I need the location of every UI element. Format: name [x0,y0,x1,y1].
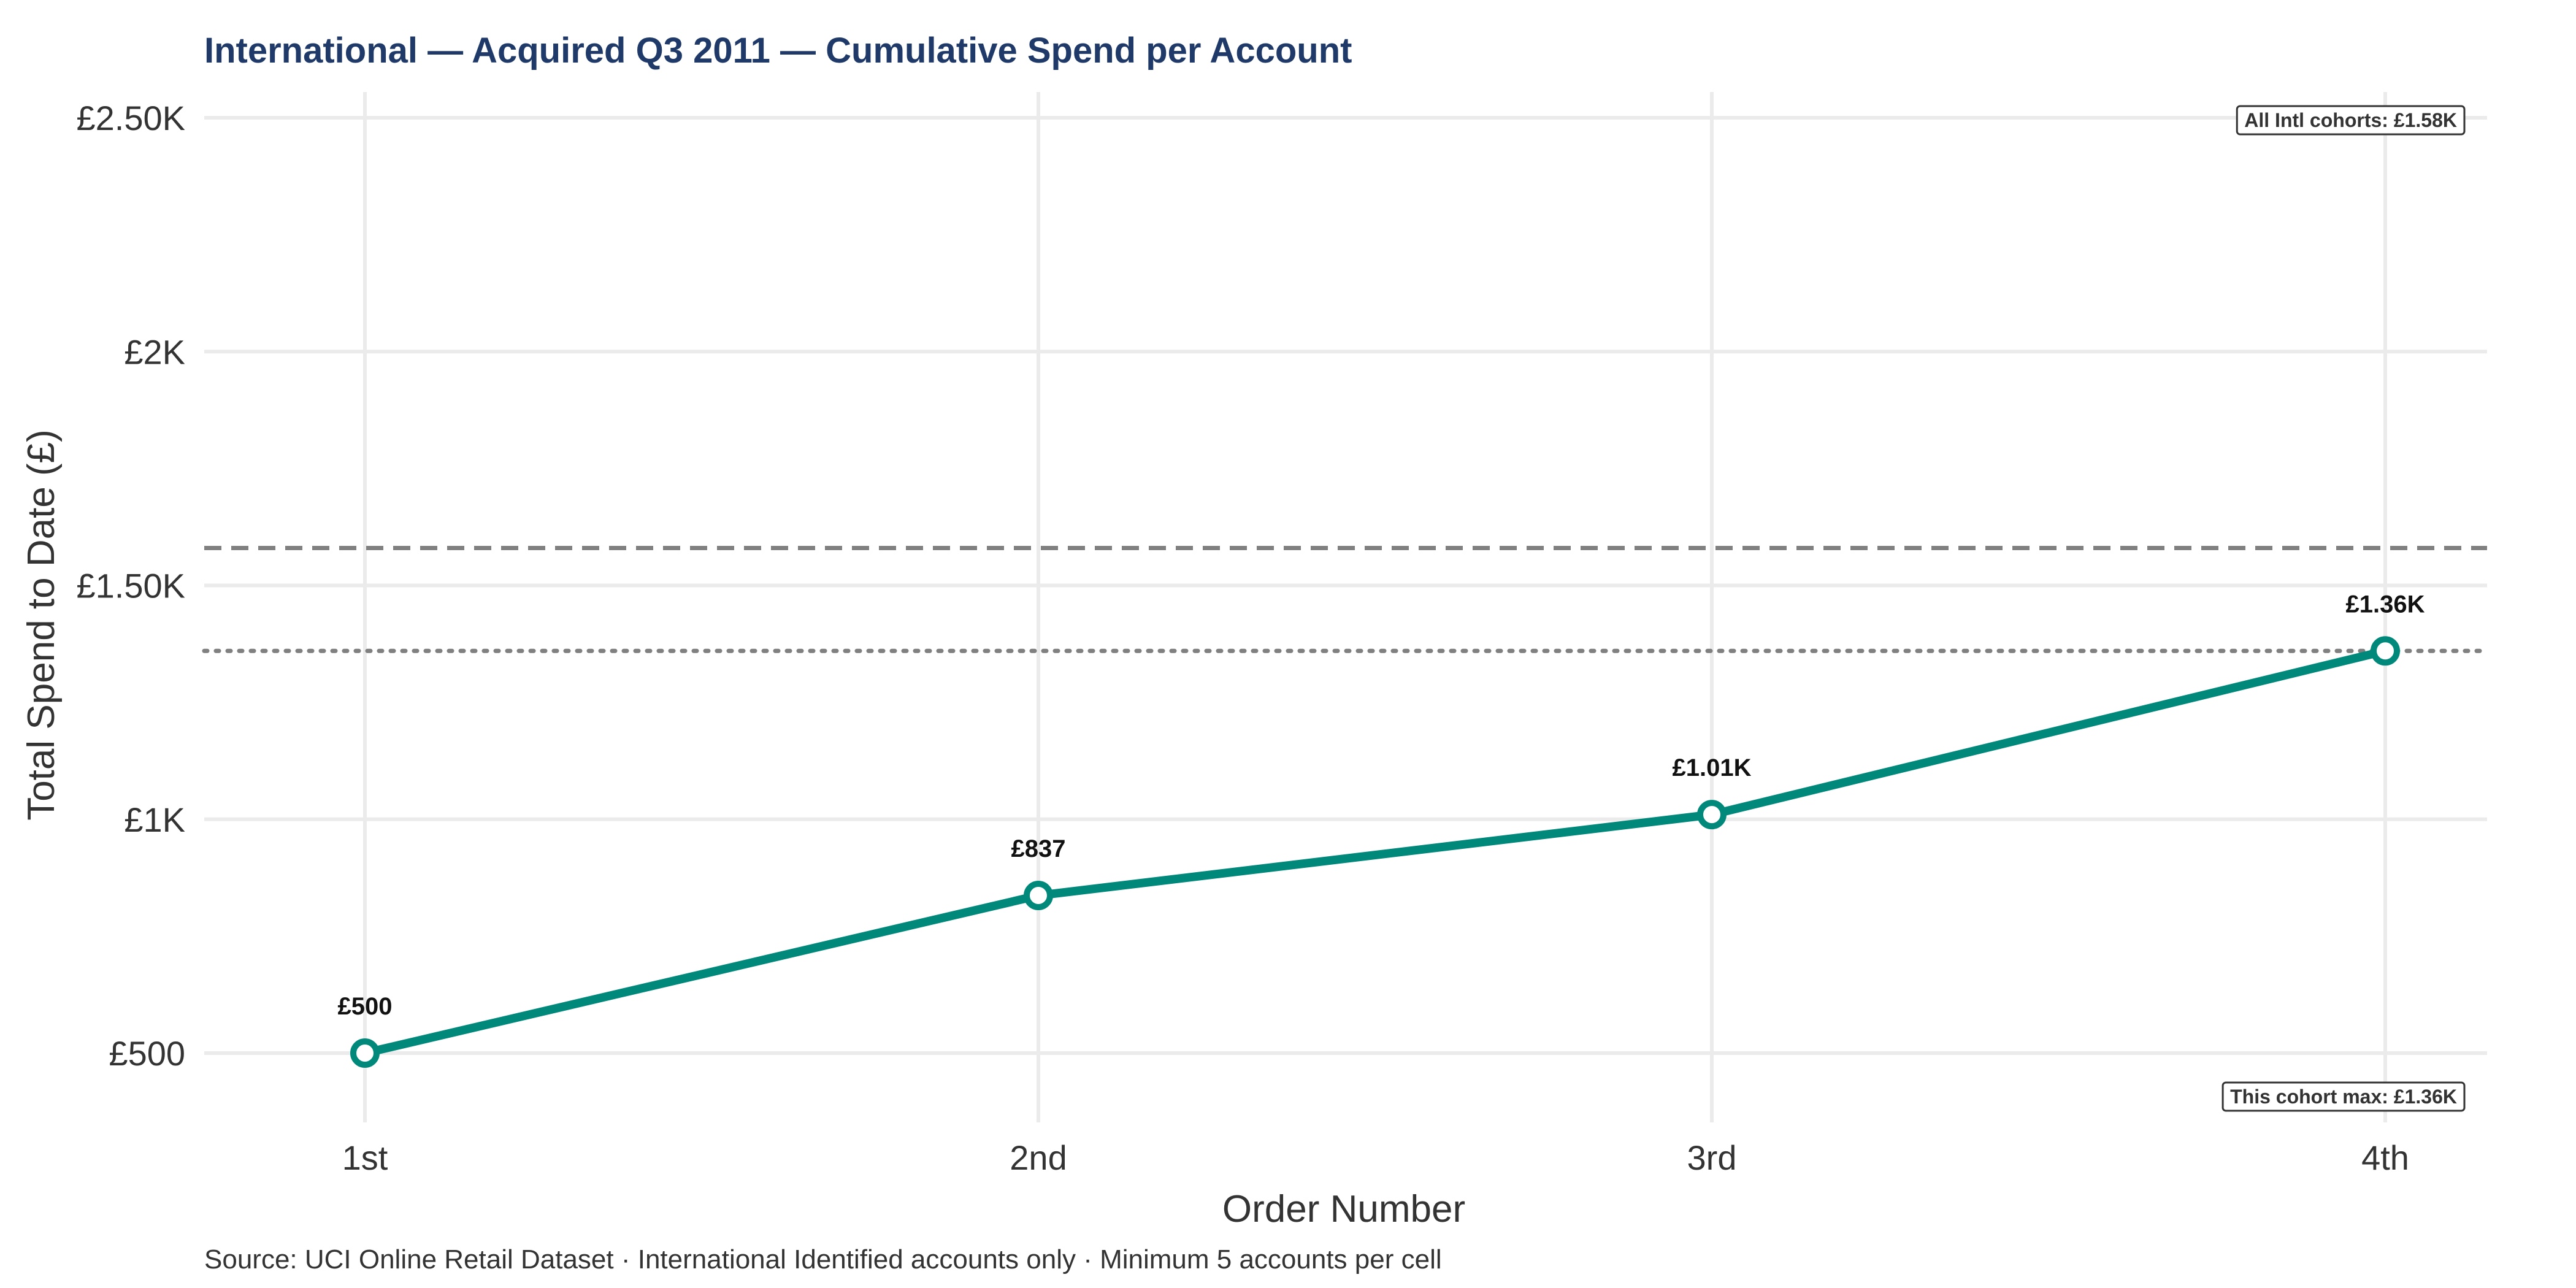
data-label: £837 [1011,835,1066,862]
y-axis-title: Total Spend to Date (£) [20,429,63,821]
gridlines [204,92,2487,1122]
reference-label-box [2221,1081,2466,1112]
reference-label-text: All Intl cohorts: £1.58K [2244,109,2457,131]
x-tick-label: 1st [342,1138,388,1177]
data-point [350,1038,380,1068]
reference-label-text: This cohort max: £1.36K [2230,1086,2457,1108]
y-tick-label: £500 [109,1034,185,1073]
reference-label: This cohort max: £1.36K [2221,1081,2466,1112]
y-tick-label: £1K [124,800,185,839]
data-labels: £500 £837 £1.01K £1.36K [338,591,2425,1020]
y-tick-label: £2.50K [77,99,186,137]
x-tick-label: 4th [2361,1138,2409,1177]
reference-label: All Intl cohorts: £1.58K [2236,105,2466,136]
series [350,636,2400,1068]
reference-label-box [2236,105,2466,136]
data-point [1024,881,1053,911]
chart-caption: Source: UCI Online Retail Dataset · Inte… [204,1244,1442,1275]
x-tick-label: 3rd [1687,1138,1737,1177]
data-point [2371,636,2400,666]
x-tick-label: 2nd [1010,1138,1067,1177]
data-label: £1.01K [1673,754,1752,781]
data-label: £500 [338,993,393,1020]
data-label: £1.36K [2346,591,2425,618]
data-point [1697,800,1727,830]
x-axis-title: Order Number [1222,1188,1465,1230]
axis-ticks: £500 £1K £1.50K £2K £2.50K 1st 2nd 3rd 4th [77,99,2409,1177]
reference-lines: All Intl cohorts: £1.58K This cohort max:… [202,105,2490,1112]
series-line [361,646,2390,1057]
y-tick-label: £2K [124,332,185,371]
chart-title: International — Acquired Q3 2011 — Cumul… [204,31,1352,71]
y-tick-label: £1.50K [77,567,186,605]
